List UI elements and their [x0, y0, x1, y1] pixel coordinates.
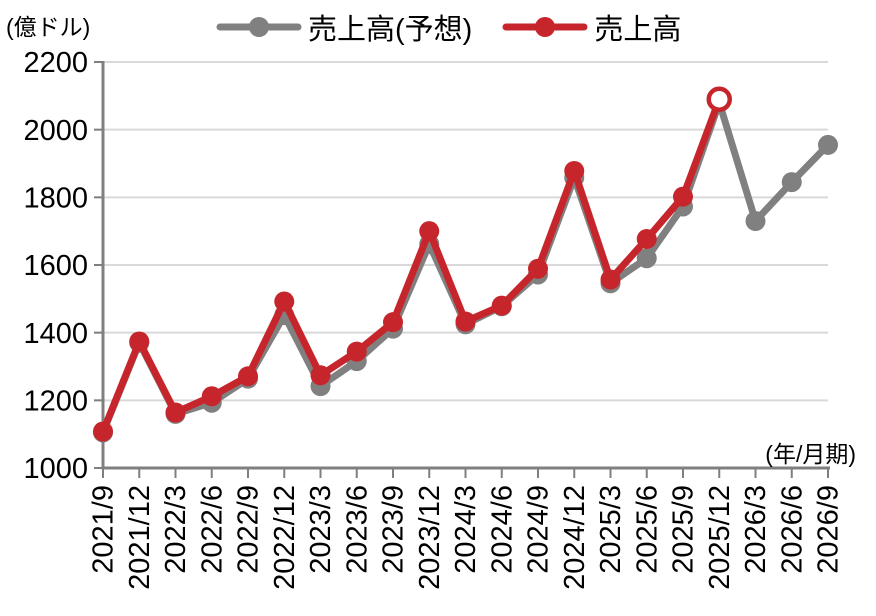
y-axis-label: 2200: [23, 47, 88, 79]
x-axis-label: 2022/9: [233, 485, 265, 574]
x-axis-unit-label: (年/月期): [765, 441, 856, 467]
marker-forecast: [745, 211, 766, 232]
y-axis-label: 2000: [23, 115, 88, 147]
x-axis-label: 2022/12: [269, 485, 301, 590]
x-axis-label: 2025/3: [595, 485, 627, 574]
marker-actual: [636, 228, 657, 249]
marker-actual-company-forecast: [706, 86, 732, 112]
marker-forecast: [818, 134, 838, 155]
x-axis-label: 2026/3: [740, 485, 772, 574]
marker-forecast: [636, 248, 657, 269]
x-axis-label: 2026/6: [776, 485, 808, 574]
marker-actual: [673, 186, 693, 207]
y-axis-label: 1200: [23, 385, 88, 417]
legend-marker-actual-icon: [502, 17, 588, 37]
x-axis-label: 2024/12: [559, 485, 591, 590]
x-axis-label: 2026/9: [813, 485, 845, 574]
y-axis-label: 1000: [23, 453, 88, 485]
marker-actual: [383, 312, 403, 333]
marker-actual: [419, 221, 440, 242]
x-axis-label: 2023/6: [341, 485, 373, 574]
series-line-forecast: [99, 99, 832, 436]
y-axis-label: 1600: [23, 250, 88, 282]
marker-actual: [129, 331, 150, 352]
legend-item-actual: 売上高: [502, 6, 681, 48]
x-axis-label: 2021/9: [88, 485, 120, 574]
marker-actual: [201, 386, 222, 407]
marker-actual: [564, 160, 585, 181]
legend: 売上高(予想) 売上高: [216, 6, 681, 48]
x-axis-label: 2022/6: [196, 485, 228, 574]
x-axis-label: 2025/9: [668, 485, 700, 574]
legend-label-forecast: 売上高(予想): [308, 14, 473, 46]
marker-actual: [600, 269, 621, 290]
legend-marker-forecast-icon: [216, 17, 302, 37]
marker-actual: [238, 366, 258, 387]
y-axis-label: 1800: [23, 182, 88, 214]
legend-label-actual: 売上高: [594, 14, 682, 46]
x-axis-label: 2024/9: [523, 485, 555, 574]
x-axis-label: 2025/12: [704, 485, 736, 590]
legend-item-forecast: 売上高(予想): [216, 6, 472, 48]
marker-actual: [274, 291, 295, 312]
marker-forecast: [781, 172, 802, 193]
x-axis-label: 2023/9: [378, 485, 410, 574]
x-axis-label: 2023/3: [305, 485, 337, 574]
x-axis-label: 2022/3: [160, 485, 192, 574]
x-axis-label: 2021/12: [124, 485, 156, 590]
x-axis-label: 2024/6: [486, 485, 518, 574]
marker-actual: [165, 402, 186, 423]
marker-actual: [528, 258, 548, 279]
marker-actual: [491, 295, 512, 316]
marker-actual: [346, 341, 367, 362]
x-axis-label: 2025/6: [631, 485, 663, 574]
x-axis-label: 2024/3: [450, 485, 482, 574]
marker-actual: [310, 365, 331, 386]
y-axis-unit-label: (億ドル): [6, 14, 91, 40]
marker-actual: [93, 421, 113, 442]
y-axis-label: 1400: [23, 318, 88, 350]
marker-actual: [455, 311, 476, 332]
x-axis-label: 2023/12: [414, 485, 446, 590]
